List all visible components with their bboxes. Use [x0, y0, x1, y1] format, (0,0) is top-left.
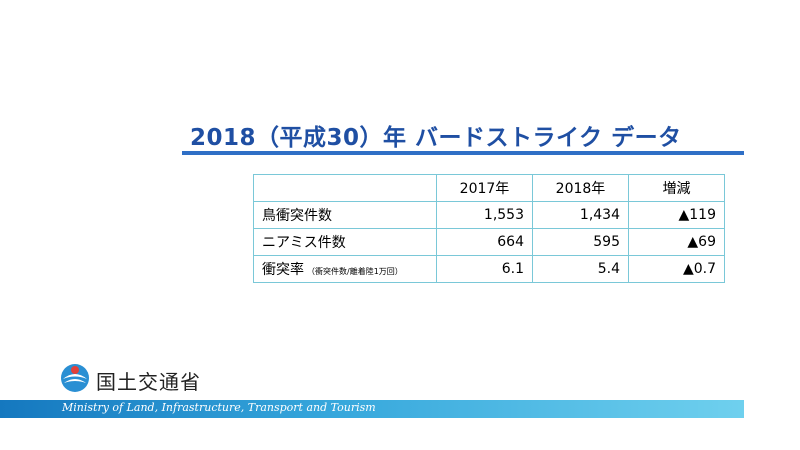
table-cell: 5.4 [532, 255, 629, 283]
org-name-en: Ministry of Land, Infrastructure, Transp… [62, 401, 376, 414]
table-cell: ▲119 [628, 201, 725, 229]
table-cell: 6.1 [436, 255, 533, 283]
table-header-cell [253, 174, 437, 202]
title-underline [182, 151, 744, 155]
row-label: ニアミス件数 [262, 235, 346, 251]
table-header-cell: 増減 [628, 174, 725, 202]
footer-band [0, 400, 744, 418]
row-label-note: （衝突件数/離着陸1万回） [307, 267, 403, 276]
table-cell: 664 [436, 228, 533, 256]
table-header-row: 2017年 2018年 増減 [253, 174, 725, 202]
org-name-jp: 国土交通省 [96, 370, 201, 394]
table-row: ニアミス件数 664 595 ▲69 [253, 228, 725, 256]
row-label: 衝突率 [262, 262, 304, 278]
mlit-emblem-icon [61, 364, 89, 392]
row-label-cell: 鳥衝突件数 [253, 201, 437, 229]
table-cell: ▲0.7 [628, 255, 725, 283]
row-label-cell: 衝突率 （衝突件数/離着陸1万回） [253, 255, 437, 283]
row-label: 鳥衝突件数 [262, 208, 332, 224]
table-cell: 1,434 [532, 201, 629, 229]
table-header-cell: 2018年 [532, 174, 629, 202]
table-header-cell: 2017年 [436, 174, 533, 202]
table-cell: 1,553 [436, 201, 533, 229]
table-cell: 595 [532, 228, 629, 256]
row-label-cell: ニアミス件数 [253, 228, 437, 256]
table-cell: ▲69 [628, 228, 725, 256]
table-row: 鳥衝突件数 1,553 1,434 ▲119 [253, 201, 725, 229]
table-row: 衝突率 （衝突件数/離着陸1万回） 6.1 5.4 ▲0.7 [253, 255, 725, 283]
slide-title: 2018（平成30）年 バードストライク データ [190, 125, 682, 151]
bird-strike-table: 2017年 2018年 増減 鳥衝突件数 1,553 1,434 ▲119 ニア… [253, 174, 725, 283]
